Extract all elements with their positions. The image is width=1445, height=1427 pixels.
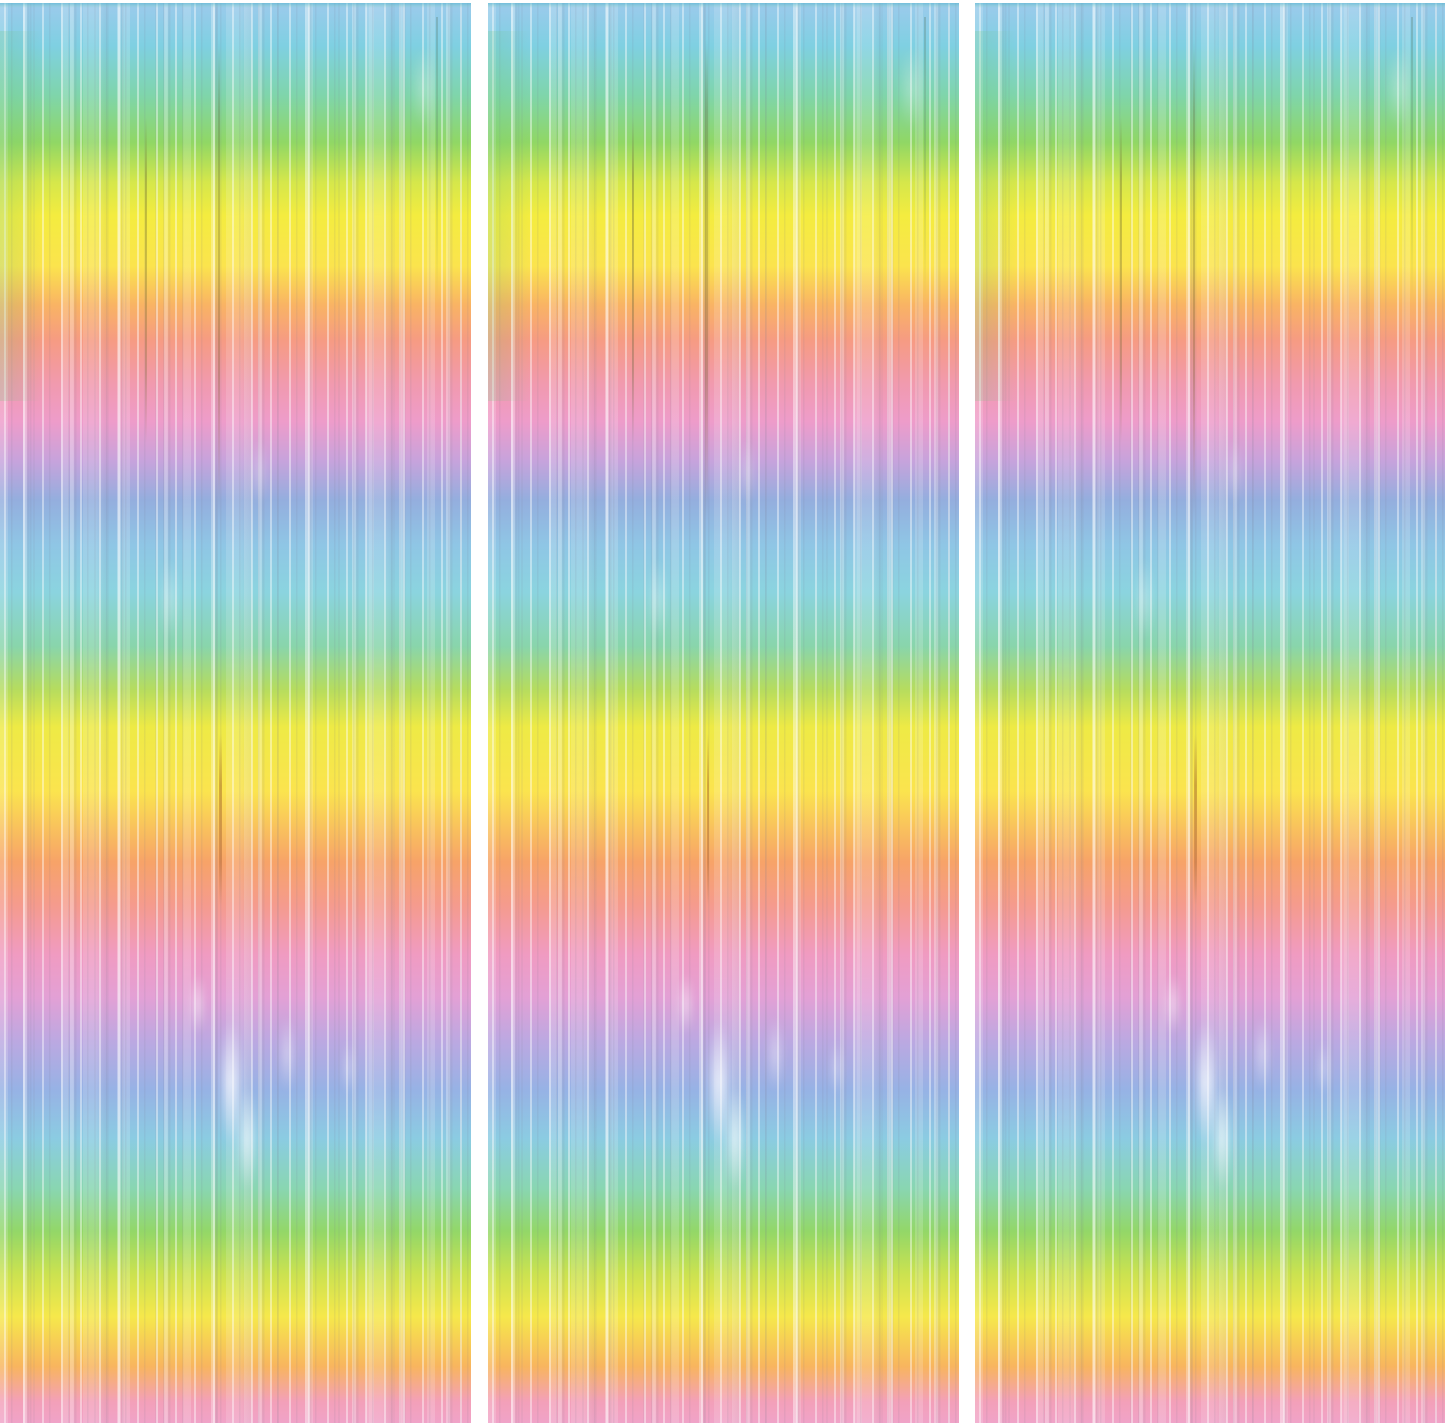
panel-top-fold <box>487 3 959 8</box>
fringe-curtain-panel-1 <box>0 3 471 1423</box>
panel-top-fold <box>975 3 1445 8</box>
panel-top-fold <box>0 3 471 8</box>
fringe-curtain-panel-2 <box>487 3 959 1423</box>
foil-sheen-highlights <box>487 3 959 1423</box>
fringe-curtain-panel-3 <box>975 3 1445 1423</box>
foil-sheen-highlights <box>975 3 1445 1423</box>
foil-sheen-highlights <box>0 3 471 1423</box>
curtain-panel-row <box>0 3 1445 1423</box>
